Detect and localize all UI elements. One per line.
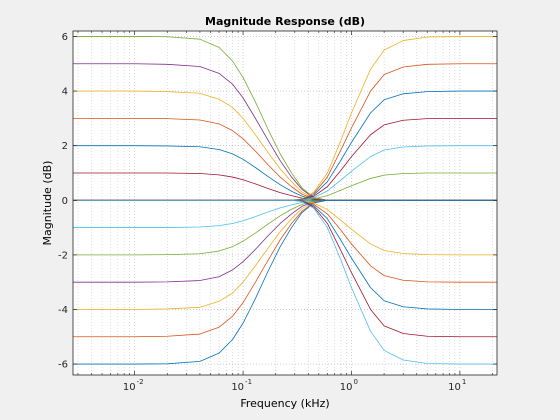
y-tick-label: -2	[58, 250, 68, 261]
plot-area	[73, 31, 497, 375]
series-line	[73, 199, 497, 365]
x-tick-label: 10	[448, 382, 461, 393]
x-tick-label: 10	[340, 382, 353, 393]
x-tick-label: 10	[231, 382, 244, 393]
y-tick-label: -6	[58, 360, 68, 371]
y-tick-label: 6	[62, 32, 68, 43]
x-tick-label: 10	[123, 382, 136, 393]
x-tick-exponent: 1	[462, 378, 466, 386]
y-axis-label: Magnitude (dB)	[41, 161, 54, 246]
x-tick-exponent: -2	[137, 378, 144, 386]
minor-grid	[77, 31, 493, 375]
x-tick-exponent: 0	[353, 378, 357, 386]
y-tick-label: 2	[62, 141, 68, 152]
axes-box	[72, 30, 498, 376]
major-grid	[73, 31, 497, 375]
y-tick-label: 0	[62, 196, 68, 207]
y-tick-label: 4	[62, 87, 68, 98]
x-tick-exponent: -1	[245, 378, 252, 386]
chart-title: Magnitude Response (dB)	[205, 15, 365, 28]
x-axis-label: Frequency (kHz)	[240, 397, 329, 410]
series-layer	[73, 36, 497, 365]
y-tick-label: -4	[58, 305, 68, 316]
